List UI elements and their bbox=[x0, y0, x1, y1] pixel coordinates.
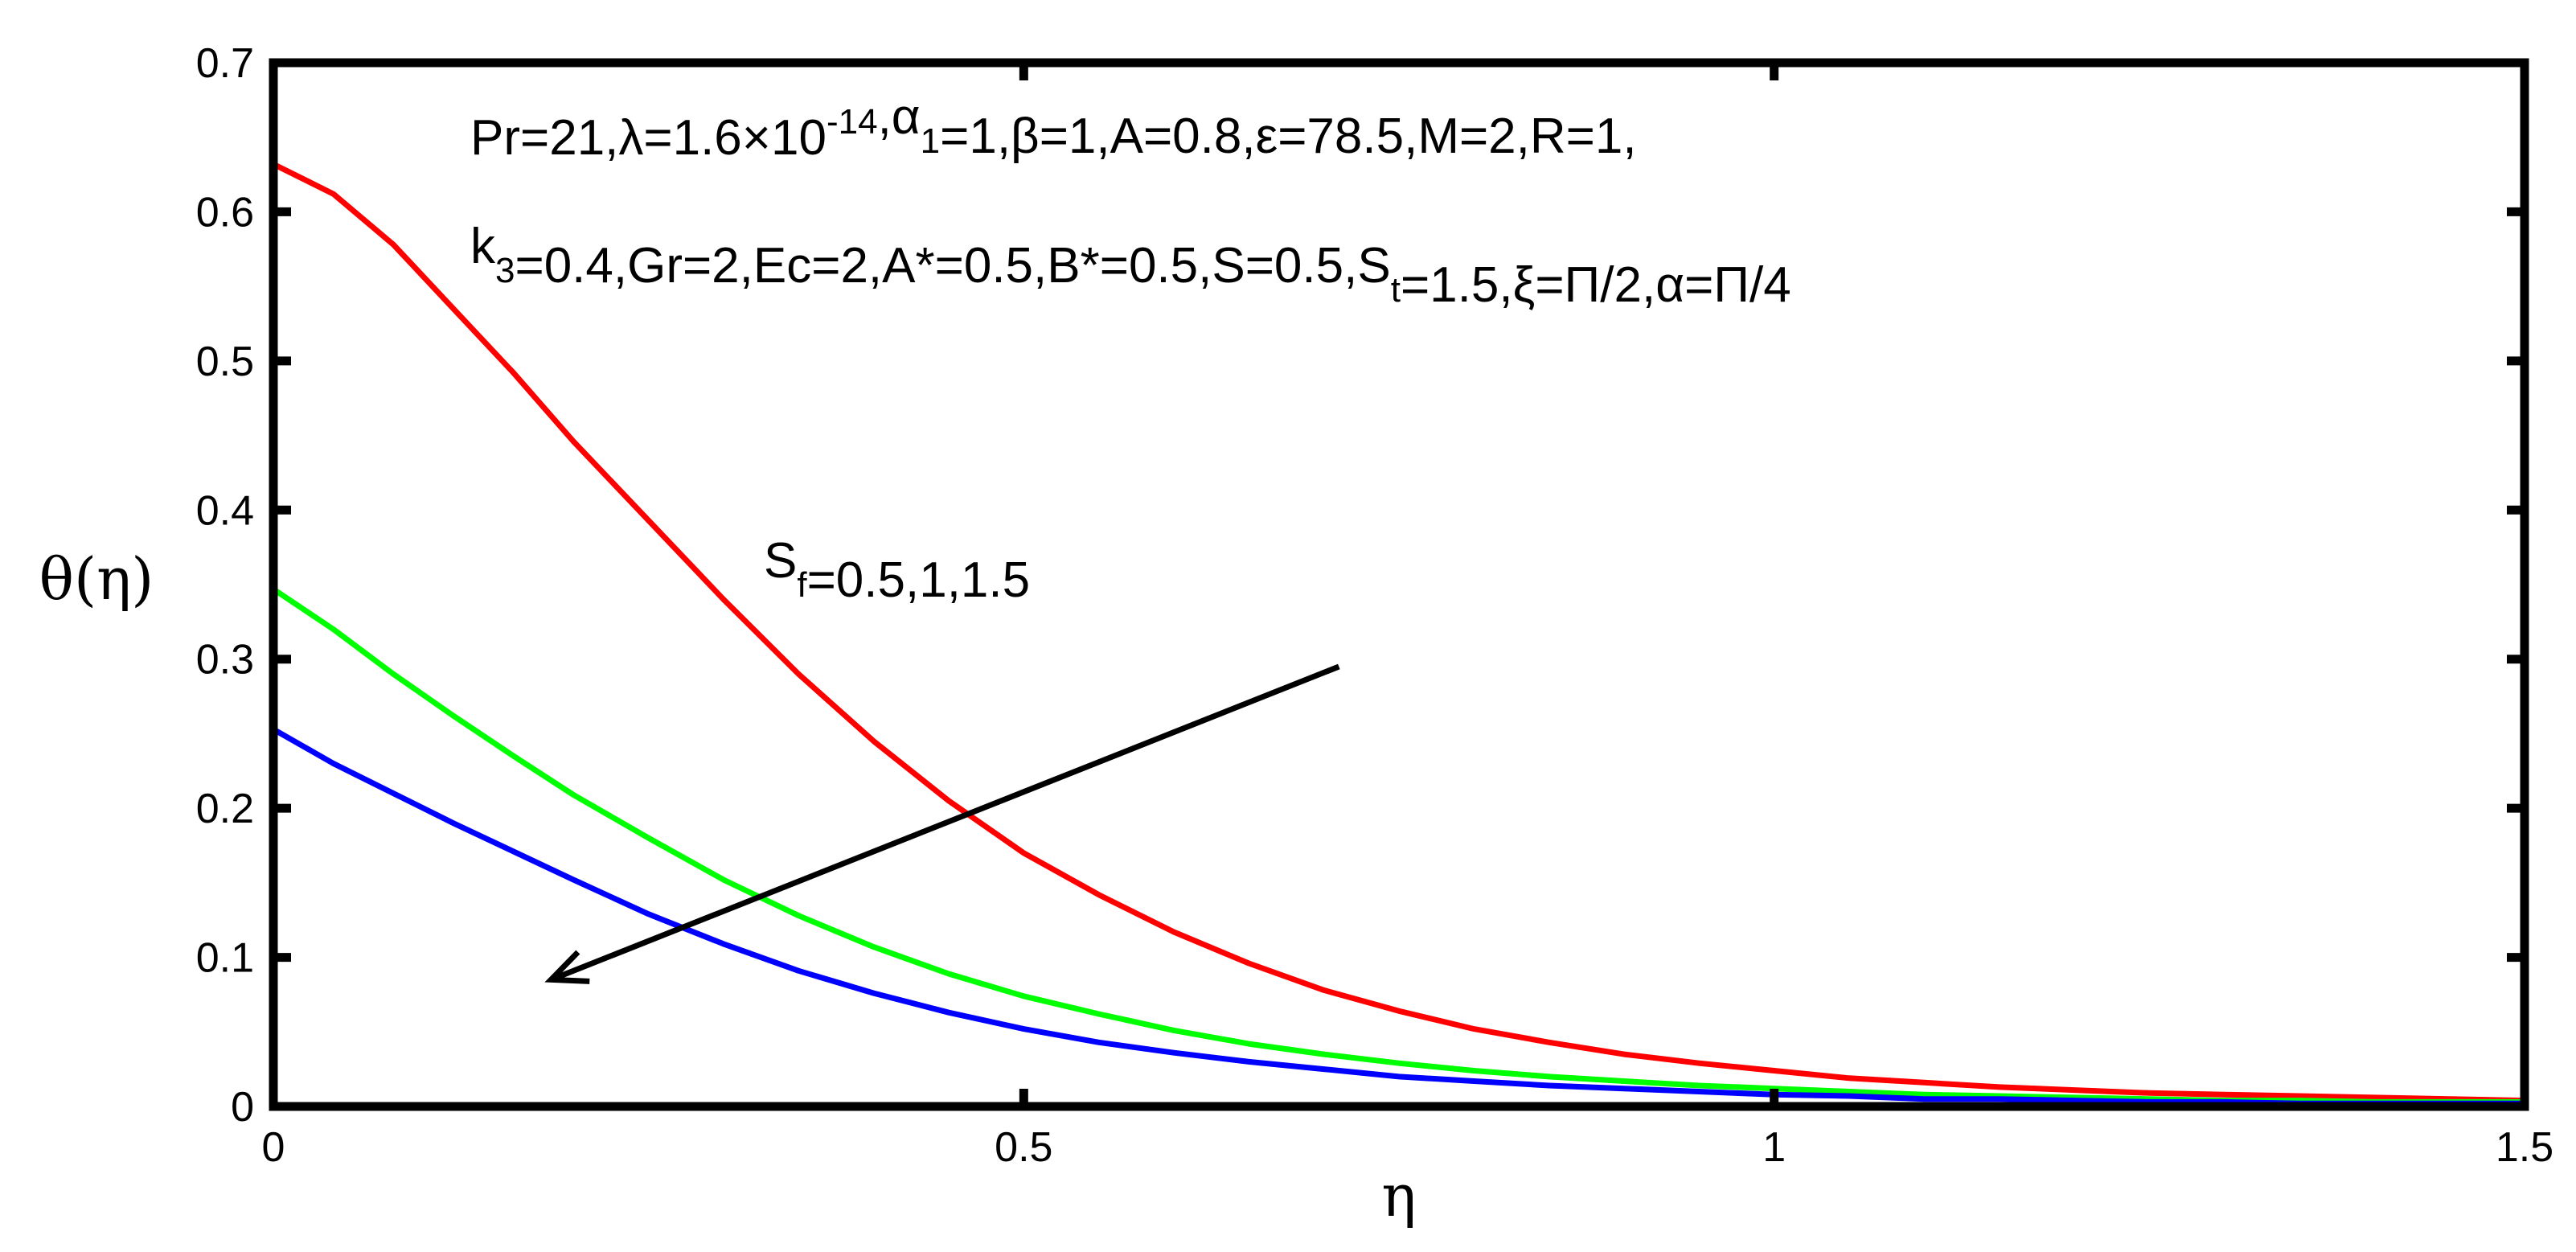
y-tick-label: 0 bbox=[231, 1084, 254, 1131]
y-tick-label: 0.1 bbox=[196, 935, 254, 982]
annotation-text-segment: =1,β=1,A=0.8,ε=78.5,M=2,R=1, bbox=[940, 109, 1636, 164]
tick-layer bbox=[269, 58, 2529, 1111]
annotation-line-2: k3=0.4,Gr=2,Ec=2,A*=0.5,B*=0.5,S=0.5,St=… bbox=[470, 219, 1791, 313]
annotation-text-segment: 3 bbox=[495, 251, 515, 290]
annotation-text-segment: Pr=21,λ=1.6×10 bbox=[470, 110, 827, 166]
annotation-text-segment: -14 bbox=[827, 102, 878, 142]
x-tick-label: 1 bbox=[1762, 1124, 1786, 1171]
annotation-text-segment: 1 bbox=[921, 121, 940, 161]
annotation-text-segment: ,α bbox=[878, 89, 921, 145]
annotation-text-segment: =0.5,1,1.5 bbox=[807, 552, 1031, 608]
series-line-2 bbox=[272, 586, 2525, 1105]
arrow-layer bbox=[544, 663, 1340, 984]
arrow-shaft bbox=[550, 663, 1340, 983]
y-axis-label: θ(η) bbox=[39, 545, 154, 613]
arrow-head bbox=[544, 950, 590, 984]
y-tick-label: 0.5 bbox=[196, 339, 254, 385]
annotation-text-segment: S bbox=[764, 533, 797, 589]
x-tick-label: 0 bbox=[262, 1124, 285, 1171]
label-layer: 0 0.5 1 1.5 0 0.1 0.2 0.3 0.4 0.5 0.6 0.7 bbox=[196, 40, 2553, 1171]
series-layer bbox=[272, 161, 2525, 1106]
y-tick-label: 0.7 bbox=[196, 40, 254, 87]
series-line-3 bbox=[272, 726, 2525, 1106]
annotation-text-segment: =1.5,ξ=Π/2,α=Π/4 bbox=[1401, 257, 1791, 313]
x-axis-label: η bbox=[1381, 1162, 1416, 1229]
y-tick-label: 0.3 bbox=[196, 637, 254, 683]
y-tick-label: 0.4 bbox=[196, 487, 254, 534]
annotation-text-segment: =0.4,Gr=2,Ec=2,A*=0.5,B*=0.5,S=0.5,S bbox=[515, 238, 1390, 294]
y-tick-label: 0.2 bbox=[196, 786, 254, 832]
annotation-text-segment: k bbox=[470, 219, 496, 274]
annotation-text-segment: t bbox=[1391, 270, 1401, 310]
annotation-text-segment: f bbox=[797, 565, 807, 605]
plot-frame bbox=[269, 58, 2529, 1111]
arrow-label: Sf=0.5,1,1.5 bbox=[764, 533, 1030, 608]
x-tick-label: 1.5 bbox=[2496, 1124, 2553, 1171]
y-tick-label: 0.6 bbox=[196, 189, 254, 236]
annotation-line-1: Pr=21,λ=1.6×10-14,α1=1,β=1,A=0.8,ε=78.5,… bbox=[470, 89, 1637, 166]
series-line-1 bbox=[272, 161, 2525, 1104]
x-tick-label: 0.5 bbox=[995, 1124, 1052, 1171]
